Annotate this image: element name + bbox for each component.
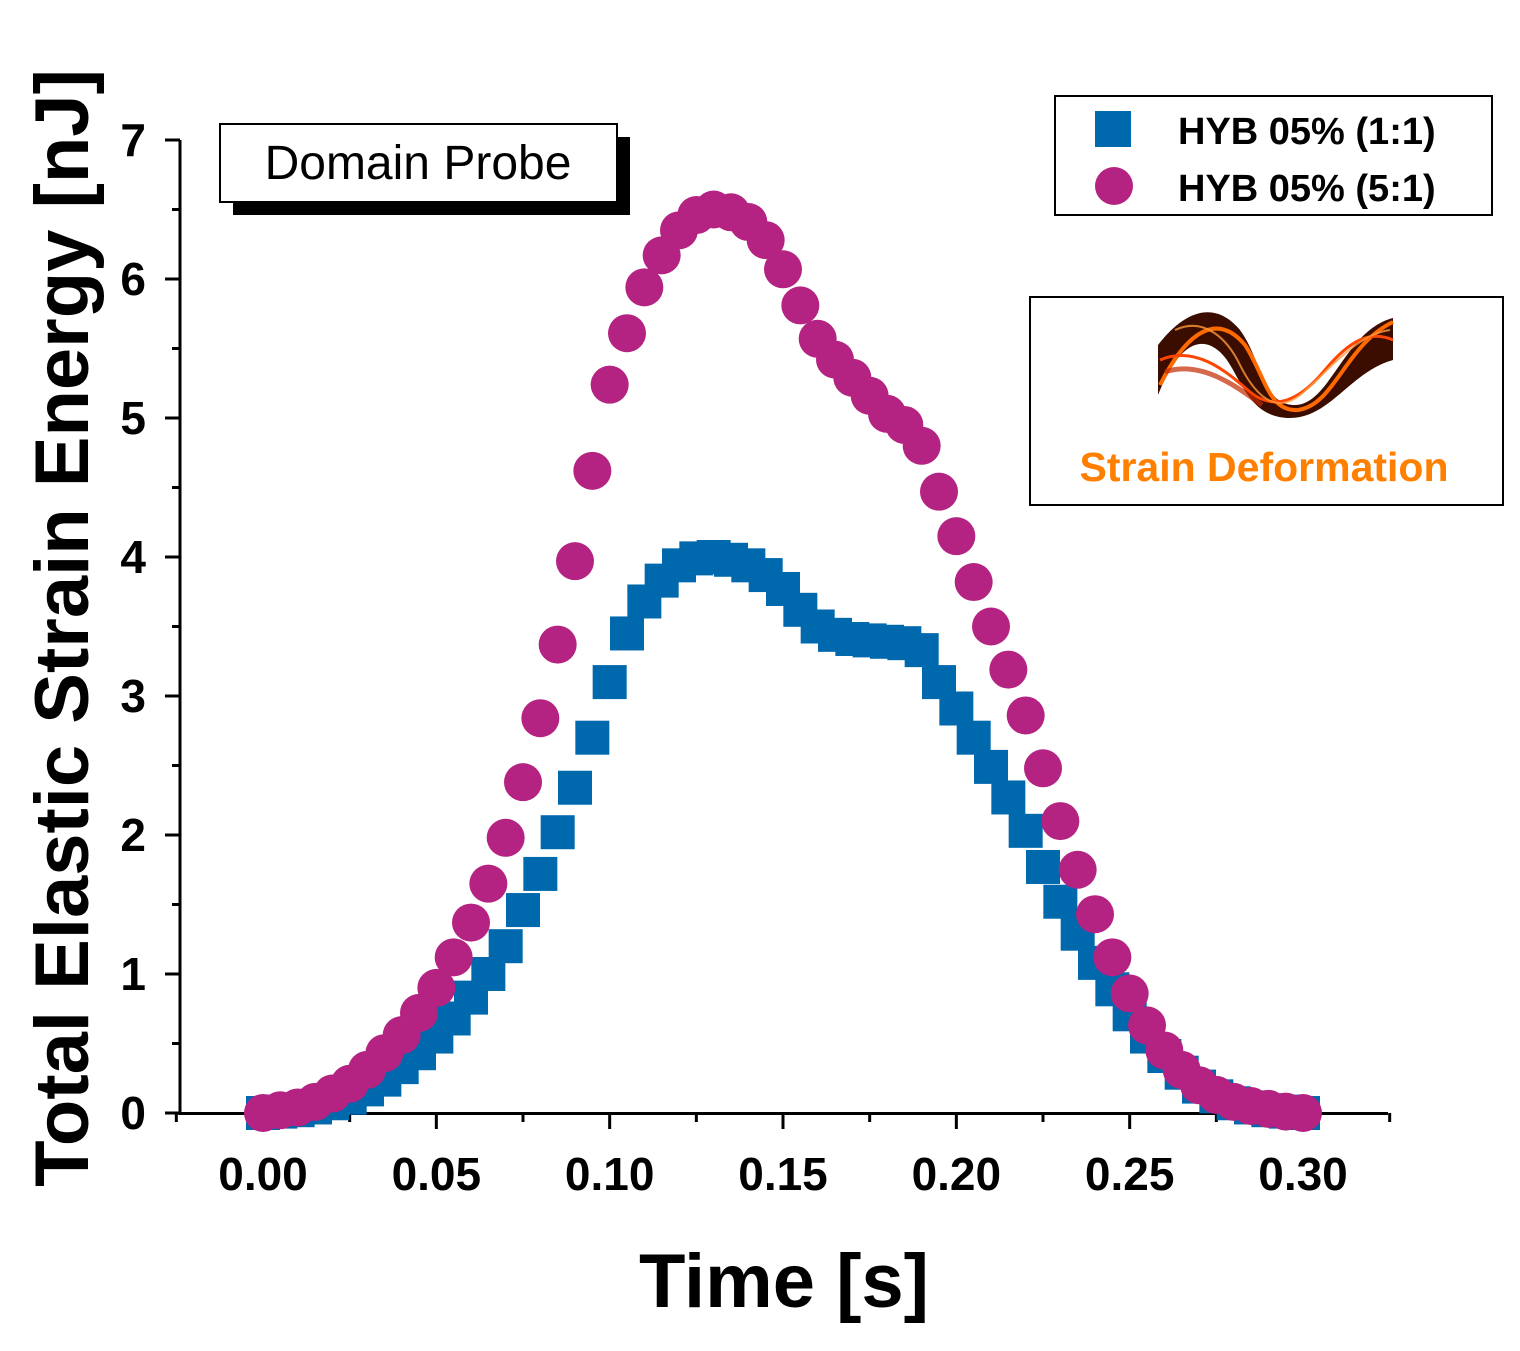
- strain-deformation-ribbon-icon: [1158, 312, 1394, 418]
- data-point-hyb-5-1: [573, 451, 612, 490]
- data-point-hyb-1-1: [904, 633, 939, 668]
- y-tick-label: 6: [120, 253, 146, 305]
- x-tick-label: 0.00: [218, 1148, 308, 1200]
- data-point-hyb-5-1: [1024, 749, 1063, 788]
- y-tick-label: 0: [120, 1087, 146, 1139]
- data-point-hyb-1-1: [939, 691, 974, 726]
- data-point-hyb-1-1: [1008, 813, 1043, 848]
- legend-marker-hyb-1-1: [1095, 111, 1131, 147]
- data-point-hyb-5-1: [1284, 1094, 1323, 1132]
- data-point-hyb-5-1: [1041, 802, 1080, 841]
- y-tick-label: 4: [120, 531, 146, 583]
- data-point-hyb-5-1: [902, 426, 941, 465]
- data-point-hyb-5-1: [625, 268, 664, 307]
- data-point-hyb-5-1: [746, 221, 785, 260]
- x-tick-label: 0.05: [392, 1148, 482, 1200]
- ticks: [165, 138, 1392, 1129]
- y-tick-label: 1: [120, 948, 146, 1000]
- y-tick-label: 3: [120, 670, 146, 722]
- data-point-hyb-5-1: [452, 903, 491, 942]
- data-point-hyb-5-1: [954, 563, 993, 602]
- data-point-hyb-1-1: [956, 720, 991, 755]
- legend: HYB 05% (1:1) HYB 05% (5:1): [1054, 95, 1493, 216]
- legend-marker-hyb-5-1: [1095, 167, 1133, 205]
- data-point-hyb-5-1: [469, 864, 508, 903]
- data-point-hyb-5-1: [590, 365, 629, 404]
- x-tick-label: 0.10: [565, 1148, 655, 1200]
- inset-caption: Strain Deformation: [1079, 444, 1448, 490]
- data-point-hyb-5-1: [486, 818, 525, 857]
- data-point-hyb-1-1: [991, 780, 1026, 815]
- x-axis-label: Time [s]: [639, 1239, 929, 1324]
- data-point-hyb-5-1: [1093, 938, 1132, 977]
- data-point-hyb-5-1: [1058, 850, 1097, 889]
- data-point-hyb-5-1: [504, 763, 543, 802]
- data-point-hyb-1-1: [1026, 849, 1061, 884]
- domain-probe-frame: [219, 123, 618, 203]
- legend-label-hyb-1-1: HYB 05% (1:1): [1178, 111, 1436, 153]
- data-point-hyb-5-1: [920, 472, 959, 511]
- data-point-hyb-5-1: [1110, 974, 1149, 1013]
- series-hyb-5-1: [244, 190, 1323, 1132]
- tick-labels: 0.00 0.05 0.10 0.15 0.20 0.25 0.30 0 1 2 3 4 5 6 7: [120, 114, 1347, 1200]
- x-tick-label: 0.15: [738, 1148, 828, 1200]
- y-axis-label: Total Elastic Strain Energy [nJ]: [20, 69, 105, 1187]
- y-tick-label: 7: [120, 114, 146, 166]
- data-point-hyb-1-1: [974, 749, 1009, 784]
- domain-probe-box: Domain Probe: [219, 123, 630, 215]
- data-point-hyb-5-1: [781, 286, 820, 325]
- data-point-hyb-1-1: [610, 616, 645, 651]
- data-point-hyb-1-1: [506, 893, 541, 928]
- data-point-hyb-5-1: [417, 968, 456, 1007]
- data-point-hyb-5-1: [521, 699, 560, 738]
- data-point-hyb-5-1: [764, 250, 803, 289]
- data-point-hyb-5-1: [608, 314, 647, 353]
- y-tick-label: 5: [120, 392, 146, 444]
- data-point-hyb-5-1: [434, 938, 473, 977]
- data-point-hyb-5-1: [972, 607, 1011, 646]
- data-point-hyb-5-1: [937, 517, 976, 556]
- domain-probe-label: Domain Probe: [265, 137, 572, 190]
- data-point-hyb-5-1: [1076, 895, 1115, 934]
- y-tick-label: 2: [120, 809, 146, 861]
- data-point-hyb-1-1: [1043, 884, 1078, 919]
- data-point-hyb-5-1: [1006, 696, 1045, 735]
- data-point-hyb-5-1: [538, 625, 577, 664]
- x-tick-label: 0.20: [912, 1148, 1002, 1200]
- data-point-hyb-1-1: [523, 856, 558, 891]
- data-point-hyb-1-1: [575, 720, 610, 755]
- data-point-hyb-1-1: [540, 815, 575, 850]
- data-point-hyb-1-1: [592, 665, 627, 700]
- data-point-hyb-1-1: [558, 770, 593, 805]
- legend-label-hyb-5-1: HYB 05% (5:1): [1178, 168, 1436, 210]
- x-tick-label: 0.30: [1258, 1148, 1348, 1200]
- data-point-hyb-1-1: [488, 929, 523, 964]
- data-point-hyb-5-1: [556, 542, 595, 581]
- strain-deformation-inset: Strain Deformation: [1029, 296, 1504, 506]
- data-point-hyb-5-1: [989, 650, 1028, 689]
- x-tick-label: 0.25: [1085, 1148, 1175, 1200]
